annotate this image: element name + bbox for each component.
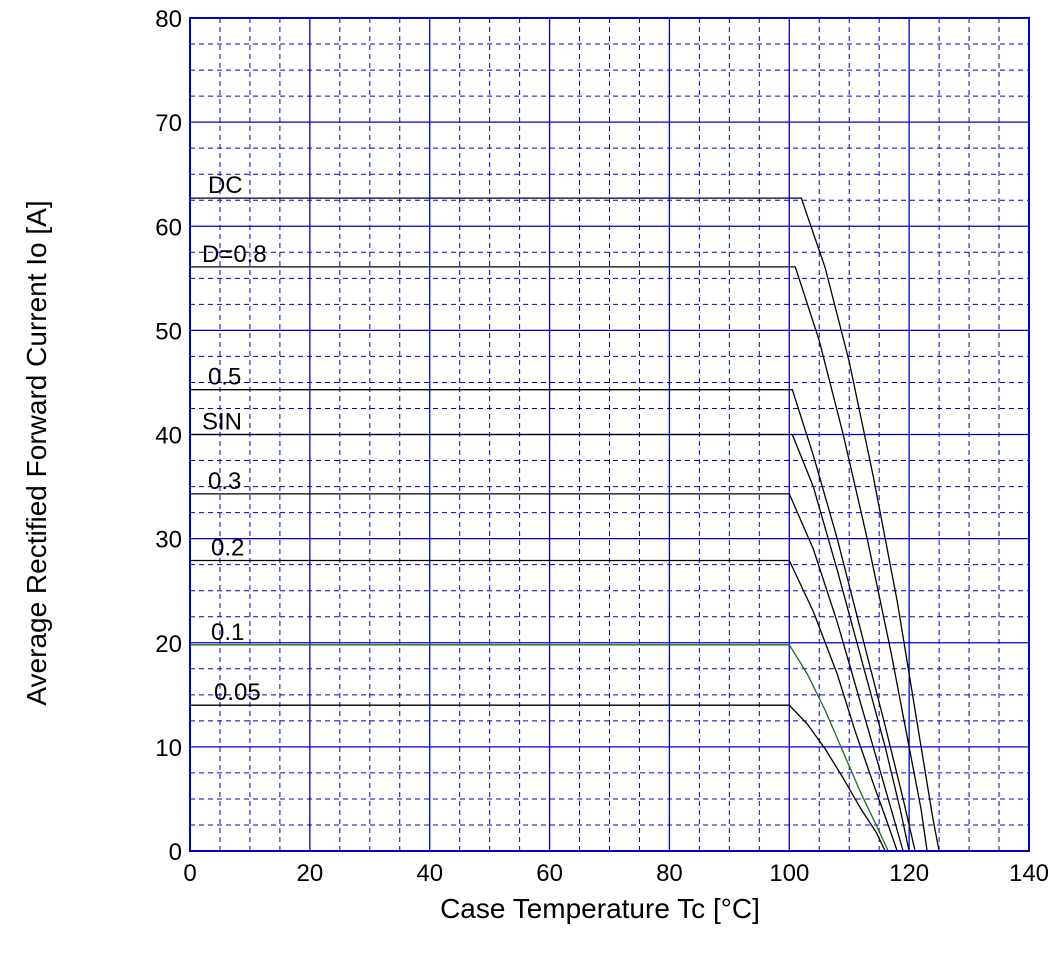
series-line-0-3	[190, 493, 904, 852]
plot-frame	[189, 17, 1030, 852]
series-line-0-1	[190, 644, 889, 852]
y-tick-label: 30	[155, 527, 182, 554]
series-line-d-0-8	[190, 266, 928, 852]
y-tick-label: 0	[169, 839, 182, 866]
y-tick-label: 40	[155, 423, 182, 450]
series-line-0-5	[190, 389, 916, 852]
y-tick-label: 70	[155, 110, 182, 137]
series-label-0-3: 0.3	[208, 468, 241, 495]
y-tick-label: 60	[155, 214, 182, 241]
x-tick-label: 0	[183, 860, 196, 887]
x-tick-label: 20	[297, 860, 324, 887]
x-tick-label: 140	[1009, 860, 1049, 887]
series-label-0-2: 0.2	[211, 534, 244, 561]
series-label-0-5: 0.5	[208, 364, 241, 391]
y-tick-label: 80	[155, 6, 182, 33]
x-axis-title: Case Temperature Tc [°C]	[440, 893, 760, 924]
x-tick-label: 120	[889, 860, 929, 887]
series-line-0-05	[190, 704, 886, 852]
series-labels: DC D=0.8 0.5 SIN 0.3 0.2 0.1 0.05	[202, 172, 267, 706]
series-lines	[190, 197, 940, 852]
series-line-dc	[190, 197, 940, 852]
tick-labels: 0 20 40 60 80 100 120 140 0 10 20 30 40 50 60 70 80	[155, 6, 1049, 887]
x-tick-label: 100	[769, 860, 809, 887]
series-label-d-0-8: D=0.8	[202, 241, 267, 268]
y-tick-label: 50	[155, 318, 182, 345]
y-tick-label: 20	[155, 631, 182, 658]
series-line-sin	[190, 433, 910, 852]
series-label-0-05: 0.05	[214, 679, 261, 706]
series-label-dc: DC	[208, 172, 243, 199]
y-axis-title: Average Rectified Forward Current Io [A]	[21, 200, 52, 705]
x-tick-label: 40	[416, 860, 443, 887]
x-tick-label: 80	[656, 860, 683, 887]
x-tick-label: 60	[536, 860, 563, 887]
series-line-0-2	[190, 559, 898, 852]
y-tick-label: 10	[155, 735, 182, 762]
series-label-0-1: 0.1	[211, 619, 244, 646]
series-label-sin: SIN	[202, 409, 242, 436]
